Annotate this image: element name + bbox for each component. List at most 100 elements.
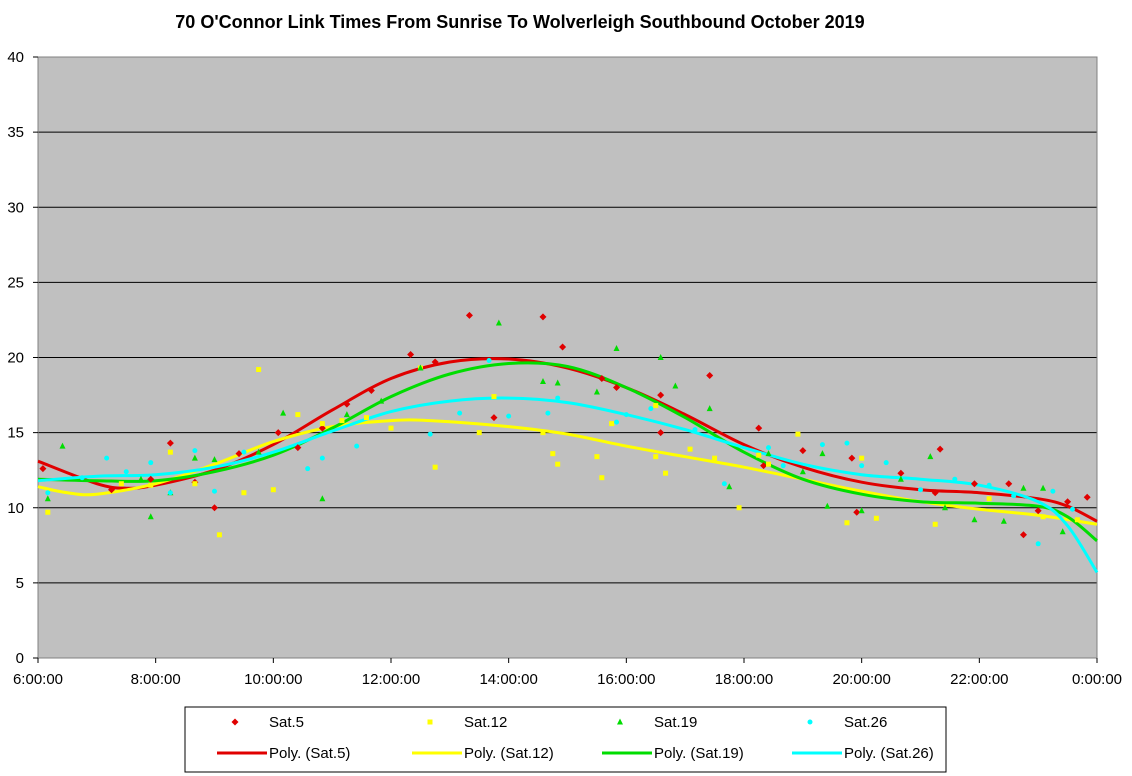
point-s0-9 <box>318 424 326 432</box>
point-s3-20 <box>648 406 654 412</box>
point-s3-29 <box>918 487 923 493</box>
point-s3-16 <box>545 410 551 416</box>
point-s1-35 <box>873 515 879 521</box>
point-s0-24 <box>760 462 768 470</box>
point-s0-11 <box>367 387 375 395</box>
legend-box <box>184 706 947 773</box>
point-s0-3 <box>166 439 174 447</box>
point-s0-21 <box>657 429 665 437</box>
point-s2-14 <box>539 378 546 385</box>
point-s2-24 <box>819 450 826 457</box>
point-s0-17 <box>559 343 567 351</box>
point-s3-17 <box>555 395 561 401</box>
point-s0-28 <box>897 469 905 477</box>
point-s1-19 <box>550 451 556 457</box>
point-s3-26 <box>844 440 850 446</box>
point-s0-36 <box>1083 493 1091 501</box>
y-tick-label-4: 20 <box>7 350 24 367</box>
point-s0-8 <box>294 444 302 452</box>
point-s3-15 <box>506 413 512 419</box>
point-s2-7 <box>255 448 262 455</box>
point-s1-27 <box>687 446 693 452</box>
point-s0-12 <box>407 350 415 358</box>
point-s3-31 <box>986 482 992 488</box>
point-s2-23 <box>799 468 806 475</box>
point-s3-4 <box>148 460 154 466</box>
point-s3-21 <box>692 427 698 433</box>
point-s1-32 <box>795 431 801 437</box>
point-s2-18 <box>657 354 664 360</box>
point-s0-0 <box>39 465 47 473</box>
point-s0-20 <box>657 391 665 399</box>
point-s0-27 <box>853 508 861 516</box>
x-tick-label-6: 18:00:00 <box>715 671 773 688</box>
x-tick-label-2: 10:00:00 <box>244 671 302 688</box>
point-s3-30 <box>952 476 958 482</box>
point-s0-26 <box>848 454 856 462</box>
point-s0-13 <box>431 358 439 366</box>
point-s0-5 <box>211 504 218 512</box>
point-s0-19 <box>613 384 621 392</box>
point-s1-0 <box>45 509 51 515</box>
legend-label-3: Sat.26 <box>844 714 887 731</box>
point-s2-0 <box>44 495 51 502</box>
point-s0-1 <box>108 486 116 494</box>
point-s0-14 <box>465 311 473 319</box>
point-s1-23 <box>609 421 615 427</box>
point-s2-32 <box>1020 484 1027 491</box>
point-s2-12 <box>417 364 424 371</box>
y-tick-label-0: 0 <box>16 650 24 667</box>
point-s1-39 <box>1074 517 1080 523</box>
point-s1-4 <box>192 481 198 487</box>
point-s3-18 <box>614 419 620 425</box>
point-s3-8 <box>241 449 247 455</box>
point-s1-5 <box>216 532 222 538</box>
legend-label-1: Sat.12 <box>464 714 507 731</box>
point-s2-6 <box>211 456 218 463</box>
point-s0-22 <box>706 372 714 380</box>
y-tick-label-3: 15 <box>7 425 24 442</box>
markers <box>39 311 1091 547</box>
point-s1-18 <box>540 430 546 436</box>
legend-marker-2 <box>617 718 623 725</box>
point-s1-17 <box>491 394 497 400</box>
point-s2-5 <box>191 454 198 461</box>
point-s3-6 <box>192 448 198 454</box>
point-s0-31 <box>970 480 978 488</box>
point-s1-9 <box>295 412 301 418</box>
point-s1-16 <box>476 430 482 436</box>
point-s1-7 <box>256 367 262 373</box>
point-s2-17 <box>613 344 620 351</box>
point-s1-26 <box>663 470 669 476</box>
point-s0-32 <box>1005 480 1013 488</box>
point-s1-31 <box>766 461 772 467</box>
point-s3-5 <box>167 490 173 496</box>
point-s3-34 <box>1050 488 1056 494</box>
y-tick-label-6: 30 <box>7 199 24 216</box>
x-tick-label-1: 8:00:00 <box>131 671 181 688</box>
point-s3-25 <box>819 442 825 448</box>
point-s1-13 <box>388 425 394 431</box>
point-s2-30 <box>971 516 978 523</box>
legend-label-6: Poly. (Sat.19) <box>654 745 744 762</box>
point-s1-24 <box>653 403 659 409</box>
point-s3-33 <box>1035 541 1041 547</box>
point-s0-7 <box>274 429 282 437</box>
point-s1-37 <box>986 496 992 502</box>
point-s2-34 <box>1059 528 1066 535</box>
point-s2-19 <box>672 382 679 389</box>
x-tick-label-5: 16:00:00 <box>597 671 655 688</box>
legend-label-2: Sat.19 <box>654 714 697 731</box>
point-s3-24 <box>780 463 786 469</box>
point-s1-38 <box>1040 514 1046 520</box>
point-s3-9 <box>305 466 311 472</box>
legend-marker-1 <box>427 719 433 725</box>
point-s3-3 <box>123 469 129 475</box>
point-s0-16 <box>539 313 547 321</box>
point-s2-10 <box>343 411 350 418</box>
x-tick-label-8: 22:00:00 <box>950 671 1008 688</box>
point-s1-20 <box>555 461 561 467</box>
y-tick-label-2: 10 <box>7 500 24 517</box>
point-s3-32 <box>1011 493 1017 499</box>
point-s2-31 <box>1000 517 1007 524</box>
